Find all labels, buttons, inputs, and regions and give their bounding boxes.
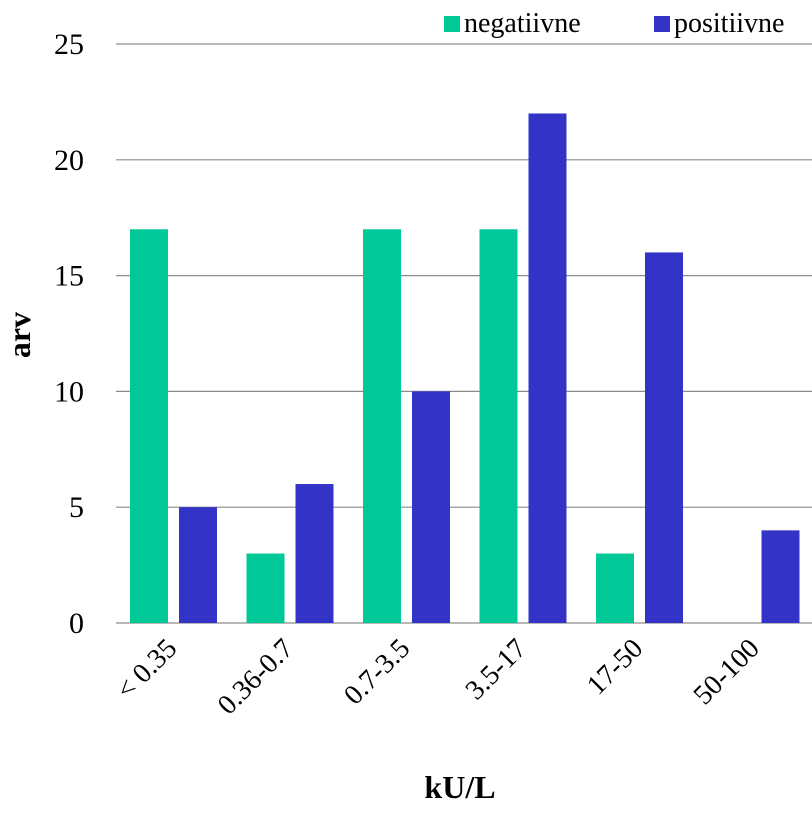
bar-negatiivne-1 xyxy=(246,553,285,623)
bars xyxy=(130,113,800,623)
y-tick-label: 25 xyxy=(54,28,84,61)
x-tick-label: 3.5-17 xyxy=(460,633,533,706)
x-tick-label: 0.36-0.7 xyxy=(212,633,300,721)
bar-negatiivne-3 xyxy=(479,229,518,623)
bar-positiivne-0 xyxy=(179,507,217,623)
y-axis-ticks: 0 5 10 15 20 25 xyxy=(54,28,84,640)
y-axis-label: arv xyxy=(1,312,37,358)
x-tick-label: 0.7-3.5 xyxy=(338,633,416,711)
x-axis-label: kU/L xyxy=(424,769,495,805)
x-tick-label: < 0.35 xyxy=(111,633,184,706)
x-axis-ticks: < 0.35 0.36-0.7 0.7-3.5 3.5-17 17-50 50-100 xyxy=(111,633,766,721)
legend-label: negatiivne xyxy=(464,8,581,39)
y-tick-label: 10 xyxy=(54,375,84,408)
gridlines xyxy=(116,43,812,624)
y-tick-label: 5 xyxy=(69,491,84,524)
bar-positiivne-4 xyxy=(645,252,683,623)
bar-negatiivne-2 xyxy=(363,229,401,623)
bar-negatiivne-4 xyxy=(596,553,634,623)
bar-positiivne-2 xyxy=(412,391,450,623)
x-tick-label: 50-100 xyxy=(688,633,766,711)
bar-positiivne-1 xyxy=(295,484,334,623)
y-tick-label: 20 xyxy=(54,144,84,177)
x-tick-label: 17-50 xyxy=(581,633,649,701)
legend-swatch xyxy=(654,16,670,32)
bar-positiivne-5 xyxy=(761,530,800,623)
y-tick-label: 15 xyxy=(54,260,84,293)
bar-negatiivne-0 xyxy=(130,229,168,623)
legend-swatch xyxy=(444,16,460,32)
legend-label: positiivne xyxy=(674,8,784,39)
bar-positiivne-3 xyxy=(528,113,567,623)
legend: negatiivne positiivne xyxy=(444,8,784,39)
y-tick-label: 0 xyxy=(69,607,84,640)
